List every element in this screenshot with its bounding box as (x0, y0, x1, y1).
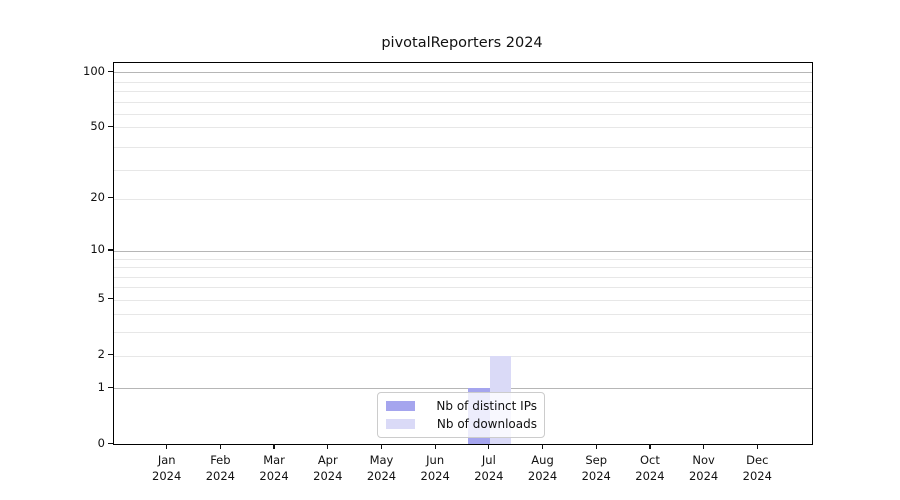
minor-gridline (114, 91, 812, 93)
y-tick-label: 2 (97, 347, 105, 361)
bars-layer (114, 63, 812, 444)
major-gridline (114, 72, 812, 74)
y-tick-label: 1 (97, 379, 105, 394)
x-tick-label: Jan 2024 (152, 453, 182, 483)
y-tick-label: 10 (90, 242, 105, 257)
minor-gridline (114, 81, 812, 83)
y-tick-label: 5 (97, 291, 105, 306)
y-tick-mark (108, 354, 113, 356)
x-tick-label: Oct 2024 (635, 453, 665, 483)
minor-gridline (114, 287, 812, 289)
x-tick-mark (380, 444, 383, 449)
x-tick-label: May 2024 (366, 453, 397, 483)
x-tick-mark (541, 444, 544, 449)
x-tick-label: Dec 2024 (742, 453, 772, 483)
x-tick-mark (327, 444, 329, 449)
major-gridline (114, 388, 812, 390)
y-tick-mark (108, 298, 113, 300)
legend: Nb of distinct IPs Nb of downloads (377, 392, 545, 438)
y-tick-mark (108, 249, 113, 251)
x-tick-label: Jul 2024 (474, 453, 504, 483)
minor-gridline (114, 101, 812, 103)
x-tick-label: Nov 2024 (688, 453, 719, 483)
y-tick-mark (108, 386, 113, 388)
x-tick-mark (703, 444, 705, 449)
legend-label-downloads: Nb of downloads (436, 417, 537, 431)
grid-layer (114, 63, 812, 444)
legend-swatch-downloads (386, 419, 415, 429)
minor-gridline (114, 114, 812, 116)
y-tick-mark (108, 442, 113, 444)
x-tick-mark (273, 444, 275, 449)
x-tick-mark (649, 444, 651, 449)
minor-gridline (114, 299, 812, 301)
x-tick-label: Aug 2024 (527, 453, 558, 483)
minor-gridline (114, 146, 812, 148)
minor-gridline (114, 276, 812, 278)
y-tick-mark (108, 70, 113, 72)
minor-gridline (114, 127, 812, 129)
y-tick-label: 100 (83, 63, 105, 78)
x-tick-label: Jun 2024 (420, 453, 450, 483)
y-tick-label: 0 (97, 435, 105, 450)
minor-gridline (114, 267, 812, 269)
y-tick-label: 20 (90, 190, 105, 205)
minor-gridline (114, 258, 812, 260)
y-tick-mark (108, 197, 113, 199)
minor-gridline (114, 170, 812, 172)
major-gridline (114, 250, 812, 252)
chart-title: pivotalReporters 2024 (381, 35, 543, 51)
legend-item-distinct-ips: Nb of distinct IPs (386, 397, 537, 415)
x-tick-mark (166, 444, 168, 449)
x-tick-label: Apr 2024 (313, 453, 343, 483)
minor-gridline (114, 198, 812, 200)
x-tick-mark (219, 444, 221, 449)
legend-swatch-distinct-ips (386, 401, 415, 411)
y-tick-mark (108, 125, 113, 127)
x-tick-mark (488, 444, 490, 449)
x-tick-mark (595, 444, 597, 449)
minor-gridline (114, 314, 812, 316)
minor-gridline (114, 332, 812, 334)
x-tick-mark (756, 444, 758, 449)
plot-area (113, 62, 813, 445)
x-tick-label: Sep 2024 (581, 453, 611, 483)
y-tick-label: 50 (90, 118, 105, 133)
minor-gridline (114, 355, 812, 357)
x-tick-label: Mar 2024 (259, 453, 289, 483)
legend-label-distinct-ips: Nb of distinct IPs (436, 399, 537, 413)
x-tick-mark (434, 444, 436, 449)
legend-item-downloads: Nb of downloads (386, 415, 537, 433)
x-tick-label: Feb 2024 (205, 453, 236, 483)
